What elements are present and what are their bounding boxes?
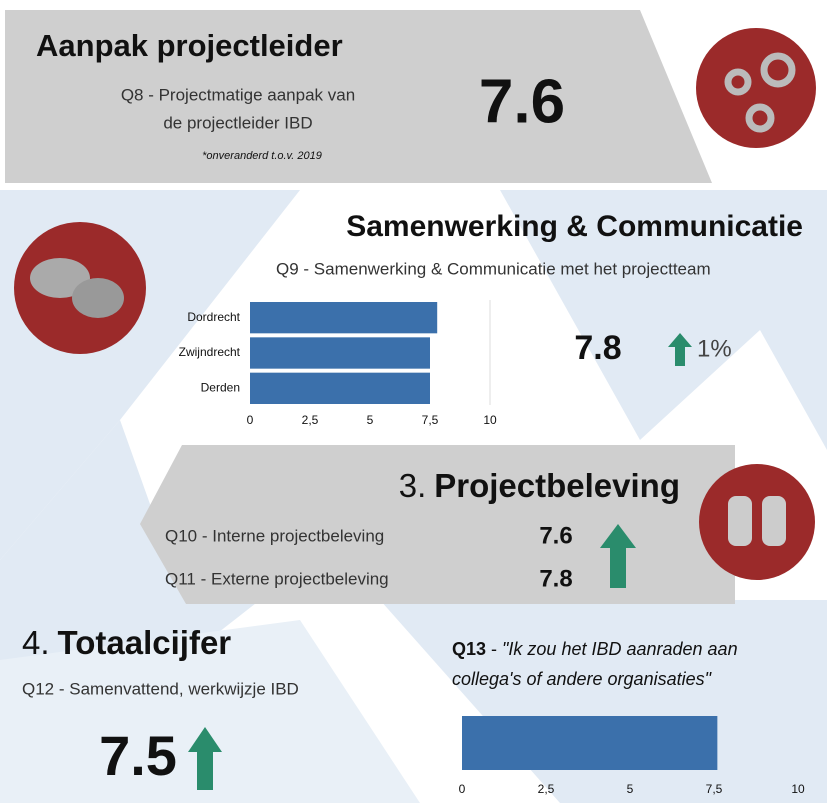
change: 1%: [697, 335, 732, 362]
item-score: 7.6: [539, 522, 572, 549]
section-heading: 4. Totaalcijfer: [22, 624, 231, 661]
score: 7.5: [99, 724, 177, 787]
section-heading: 3. Projectbeleving: [399, 467, 680, 504]
category-label: Dordrecht: [187, 310, 240, 324]
x-tick-label: 10: [791, 782, 805, 796]
bg-shape: [500, 190, 827, 450]
bg-shape: [0, 620, 420, 803]
x-tick-label: 2,5: [302, 413, 319, 427]
q13-quote: collega's of andere organisaties": [452, 669, 713, 689]
banner: [140, 445, 735, 604]
section-title: Aanpak projectleider: [36, 28, 343, 63]
question: Q9 - Samenwerking & Communicatie met het…: [276, 259, 711, 278]
score: 7.6: [479, 67, 565, 136]
section-number: 3.: [399, 467, 427, 504]
gloves-icon: [728, 496, 752, 546]
item-label: Q11 - Externe projectbeleving: [165, 569, 389, 588]
category-label: Derden: [201, 381, 240, 395]
item-score: 7.8: [539, 565, 572, 592]
section-title: Projectbeleving: [434, 467, 680, 504]
score: 7.8: [574, 329, 621, 367]
bar: [250, 337, 430, 369]
q13-code: Q13: [452, 639, 486, 659]
bar: [462, 716, 718, 770]
x-tick-label: 7,5: [422, 413, 439, 427]
section-number: 4.: [22, 624, 50, 661]
x-tick-label: 2,5: [538, 782, 555, 796]
gears-icon: [724, 52, 796, 133]
note: *onveranderd t.o.v. 2019: [202, 150, 322, 162]
x-tick-label: 5: [367, 413, 374, 427]
question: Q8 - Projectmatige aanpak van: [121, 85, 355, 104]
section-title: Samenwerking & Communicatie: [346, 210, 803, 243]
q13-separator: -: [491, 639, 497, 659]
section-title: Totaalcijfer: [58, 624, 232, 661]
item-label: Q10 - Interne projectbeleving: [165, 526, 384, 545]
bar: [250, 302, 438, 334]
x-tick-label: 5: [627, 782, 634, 796]
banner: [5, 10, 712, 183]
speech-icon: [30, 258, 90, 298]
up-arrow: [188, 727, 222, 790]
x-tick-label: 10: [483, 413, 497, 427]
bar: [250, 372, 430, 404]
x-tick-label: 7,5: [706, 782, 723, 796]
x-tick-label: 0: [459, 782, 466, 796]
x-tick-label: 0: [247, 413, 254, 427]
speech-icon: [72, 278, 124, 318]
gloves-icon: [762, 496, 786, 546]
question: de projectleider IBD: [163, 113, 312, 132]
up-arrow: [668, 333, 692, 366]
q13-quote: "Ik zou het IBD aanraden aan: [502, 639, 738, 659]
category-label: Zwijndrecht: [179, 345, 241, 359]
up-arrow: [600, 524, 636, 588]
question: Q12 - Samenvattend, werkwijzje IBD: [22, 679, 299, 698]
q13-line: Q13- "Ik zou het IBD aanraden aan: [452, 639, 738, 659]
icon-circle: [699, 464, 815, 580]
